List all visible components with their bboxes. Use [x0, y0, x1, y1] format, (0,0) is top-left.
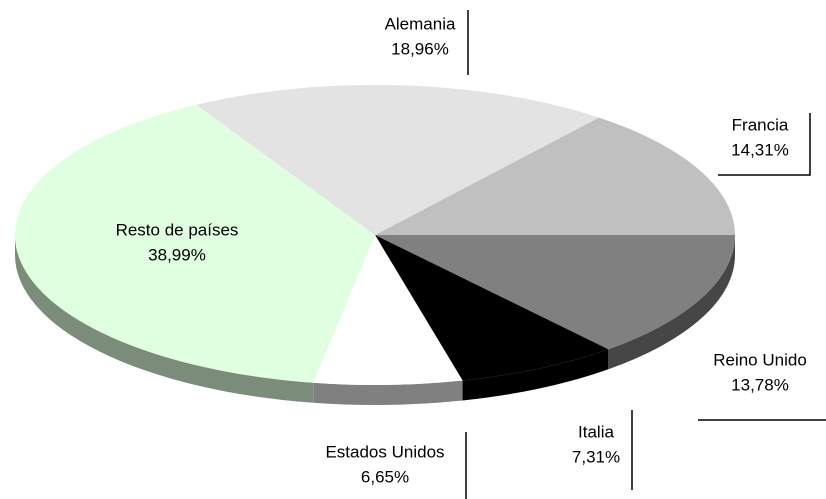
slice-label: Francia 14,31%	[731, 115, 789, 159]
value-label: 38,99%	[148, 245, 206, 264]
category-label: Estados Unidos	[325, 442, 444, 461]
pie-slice	[196, 84, 600, 236]
pie-slice	[313, 235, 463, 385]
pie-sides	[15, 235, 735, 405]
pie-side	[462, 349, 609, 401]
slice-label: Alemania 18,96%	[385, 14, 456, 58]
pie-slice	[375, 235, 609, 381]
pie-side	[313, 380, 463, 405]
slice-label: Resto de países 38,99%	[116, 220, 239, 264]
pie-tops	[15, 84, 735, 385]
leader-line	[718, 113, 811, 176]
slice-label: Estados Unidos 6,65%	[325, 442, 444, 486]
pie-side	[608, 235, 735, 370]
value-label: 6,65%	[361, 467, 409, 486]
value-label: 14,31%	[731, 140, 789, 159]
category-label: Alemania	[385, 14, 456, 33]
value-label: 18,96%	[391, 39, 449, 58]
pie-side	[15, 235, 314, 403]
pie-slice	[375, 235, 735, 350]
category-label: Resto de países	[116, 220, 239, 239]
category-label: Reino Unido	[713, 350, 807, 369]
category-label: Italia	[578, 422, 614, 441]
slice-label: Italia 7,31%	[572, 422, 620, 466]
slice-label: Reino Unido 13,78%	[713, 350, 807, 394]
pie-slice	[375, 117, 735, 235]
category-label: Francia	[732, 115, 789, 134]
pie-slice	[15, 104, 375, 383]
value-label: 7,31%	[572, 447, 620, 466]
value-label: 13,78%	[731, 375, 789, 394]
